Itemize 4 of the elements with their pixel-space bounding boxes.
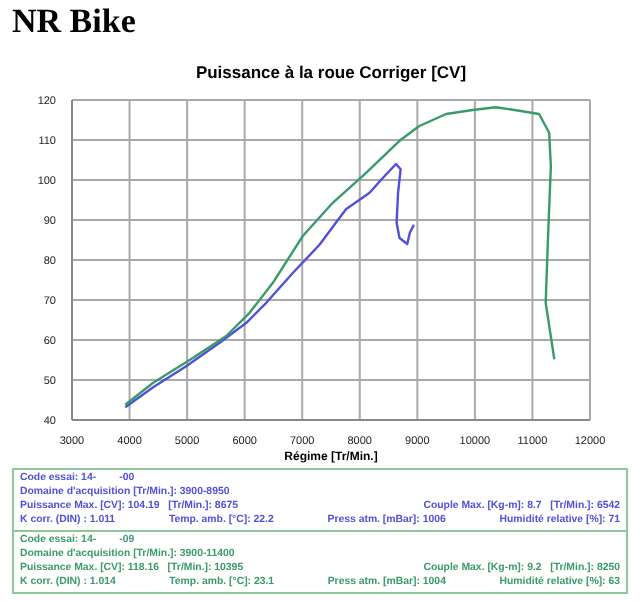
chart-title: NR Bike bbox=[12, 2, 136, 42]
line-series bbox=[124, 162, 416, 409]
chart-subtitle: Puissance à la roue Corriger [CV] bbox=[193, 62, 469, 82]
line-series bbox=[124, 106, 556, 406]
